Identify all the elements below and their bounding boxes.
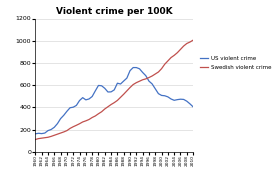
Swedish violent crime bbox=[188, 41, 191, 43]
Title: Violent crime per 100K: Violent crime per 100K bbox=[56, 7, 172, 16]
Swedish violent crime bbox=[34, 138, 37, 141]
Swedish violent crime bbox=[191, 39, 195, 41]
Swedish violent crime bbox=[69, 127, 72, 130]
Line: Swedish violent crime: Swedish violent crime bbox=[35, 40, 193, 139]
US violent crime bbox=[34, 133, 37, 135]
US violent crime bbox=[132, 66, 135, 69]
US violent crime bbox=[188, 103, 191, 105]
Swedish violent crime bbox=[84, 120, 88, 122]
Swedish violent crime bbox=[147, 76, 151, 79]
US violent crime bbox=[191, 106, 195, 108]
US violent crime bbox=[150, 83, 154, 85]
US violent crime bbox=[81, 97, 84, 99]
US violent crime bbox=[84, 99, 88, 101]
Legend: US violent crime, Swedish violent crime: US violent crime, Swedish violent crime bbox=[199, 55, 272, 71]
Swedish violent crime bbox=[138, 80, 141, 82]
US violent crime bbox=[141, 71, 144, 74]
Line: US violent crime: US violent crime bbox=[35, 68, 193, 134]
US violent crime bbox=[69, 107, 72, 109]
Swedish violent crime bbox=[81, 121, 84, 123]
